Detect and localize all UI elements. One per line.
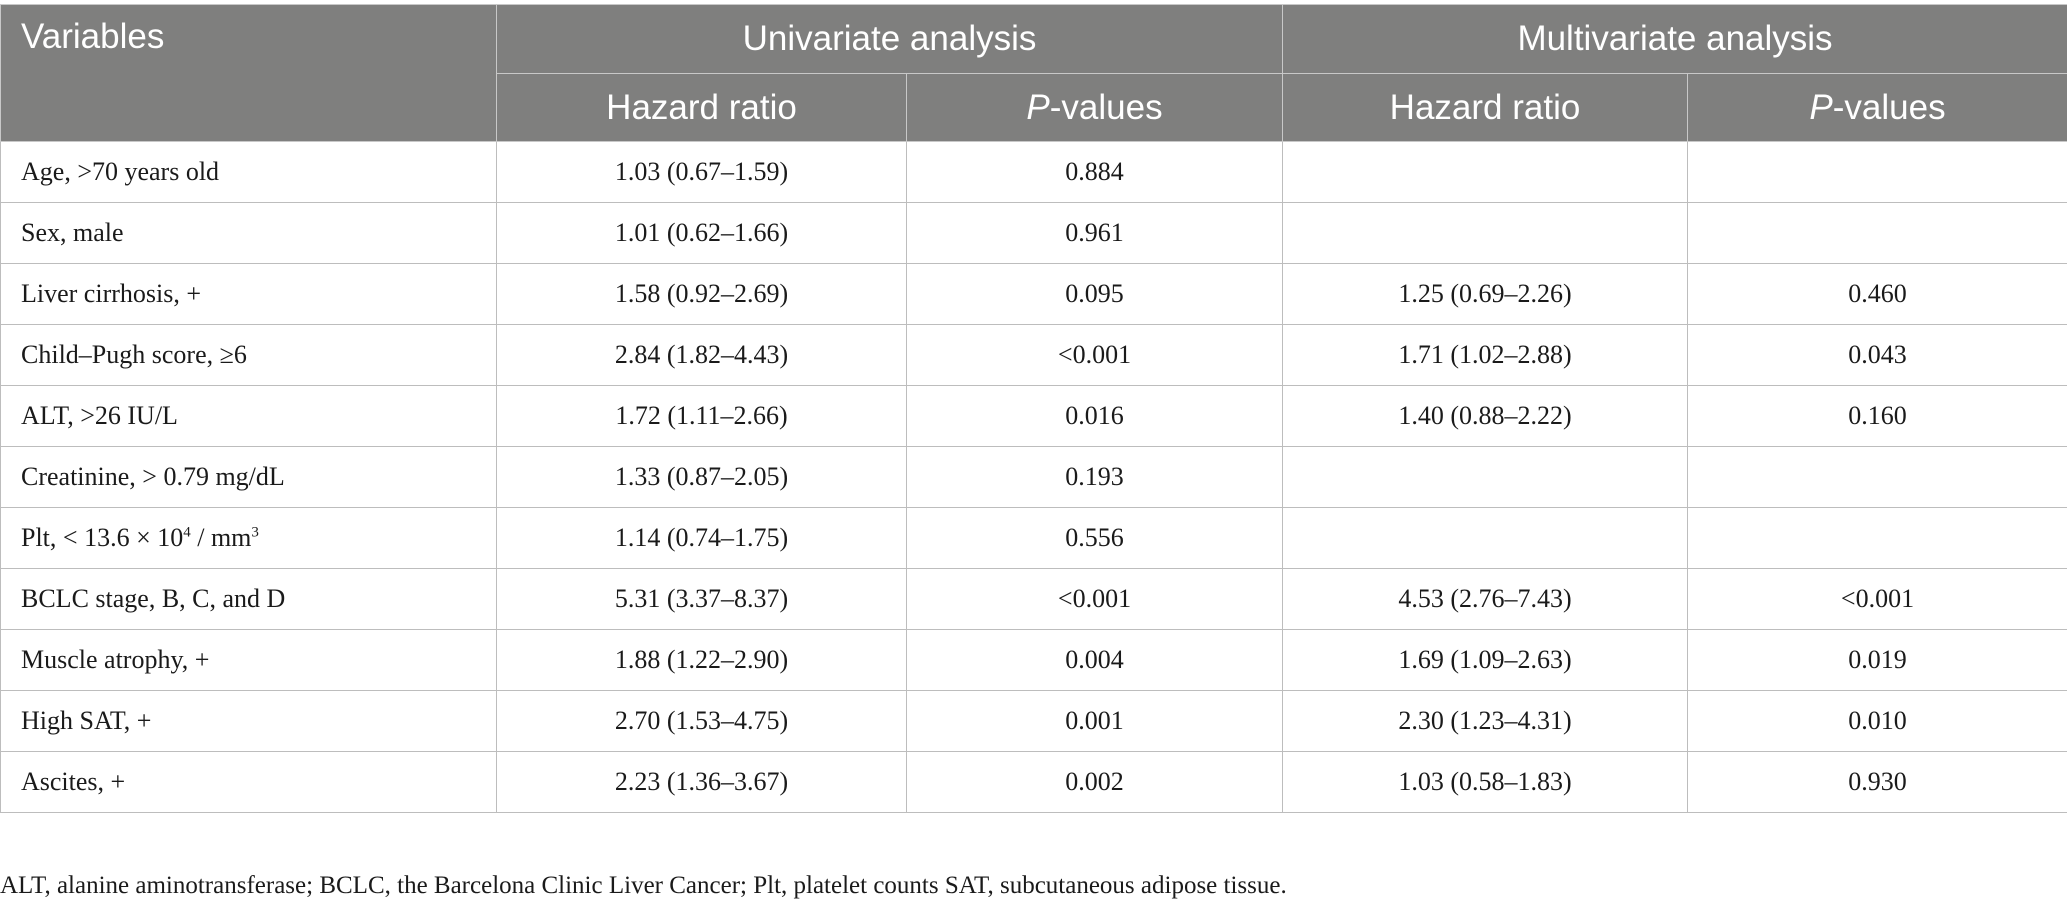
cell-multi-hr: 2.30 (1.23–4.31) — [1282, 690, 1688, 752]
cell-multi-hr: 1.40 (0.88–2.22) — [1282, 385, 1688, 447]
cell-uni-p: <0.001 — [906, 568, 1283, 630]
cell-uni-hr: 2.84 (1.82–4.43) — [496, 324, 907, 386]
cell-uni-p: 0.095 — [906, 263, 1283, 325]
cell-multi-hr: 1.71 (1.02–2.88) — [1282, 324, 1688, 386]
cell-variable: High SAT, + — [0, 690, 497, 752]
cell-multi-hr: 1.03 (0.58–1.83) — [1282, 751, 1688, 813]
cell-multi-hr — [1282, 507, 1688, 569]
table-row: Age, >70 years old 1.03 (0.67–1.59) 0.88… — [0, 141, 2067, 203]
cell-uni-p: <0.001 — [906, 324, 1283, 386]
cell-uni-hr: 2.70 (1.53–4.75) — [496, 690, 907, 752]
cell-multi-p — [1687, 202, 2067, 264]
table-row: ALT, >26 IU/L 1.72 (1.11–2.66) 0.016 1.4… — [0, 385, 2067, 447]
cell-multi-p: 0.160 — [1687, 385, 2067, 447]
cell-uni-hr: 2.23 (1.36–3.67) — [496, 751, 907, 813]
header-row-top: Variables Univariate analysis Multivaria… — [0, 4, 2067, 142]
header-multi-hazard-ratio: Hazard ratio — [1282, 73, 1688, 142]
cell-uni-hr: 1.72 (1.11–2.66) — [496, 385, 907, 447]
cell-variable: Sex, male — [0, 202, 497, 264]
cell-uni-p: 0.001 — [906, 690, 1283, 752]
cell-uni-hr: 1.14 (0.74–1.75) — [496, 507, 907, 569]
header-uni-p-values: P-values — [906, 73, 1283, 142]
table-row: BCLC stage, B, C, and D 5.31 (3.37–8.37)… — [0, 568, 2067, 630]
table-row: Plt, < 13.6 × 104 / mm3 1.14 (0.74–1.75)… — [0, 507, 2067, 569]
cell-variable: Ascites, + — [0, 751, 497, 813]
cell-multi-p — [1687, 141, 2067, 203]
cell-multi-p — [1687, 507, 2067, 569]
table-row: Muscle atrophy, + 1.88 (1.22–2.90) 0.004… — [0, 629, 2067, 691]
cell-uni-hr: 5.31 (3.37–8.37) — [496, 568, 907, 630]
cell-variable: Age, >70 years old — [0, 141, 497, 203]
cell-uni-p: 0.016 — [906, 385, 1283, 447]
cell-variable: Creatinine, > 0.79 mg/dL — [0, 446, 497, 508]
cell-multi-hr — [1282, 202, 1688, 264]
cell-multi-p: 0.019 — [1687, 629, 2067, 691]
cell-multi-p — [1687, 446, 2067, 508]
table-row: Liver cirrhosis, + 1.58 (0.92–2.69) 0.09… — [0, 263, 2067, 325]
header-uni-hazard-ratio: Hazard ratio — [496, 73, 907, 142]
header-row-sub: Hazard ratio P-values Hazard ratio P-val… — [1, 73, 2067, 142]
header-multivariate: Multivariate analysis — [1282, 4, 2067, 74]
cell-uni-hr: 1.33 (0.87–2.05) — [496, 446, 907, 508]
table-row: Ascites, + 2.23 (1.36–3.67) 0.002 1.03 (… — [0, 751, 2067, 813]
cell-uni-p: 0.193 — [906, 446, 1283, 508]
cell-uni-hr: 1.88 (1.22–2.90) — [496, 629, 907, 691]
cell-multi-hr: 1.69 (1.09–2.63) — [1282, 629, 1688, 691]
table-row: Child–Pugh score, ≥6 2.84 (1.82–4.43) <0… — [0, 324, 2067, 386]
cell-uni-p: 0.004 — [906, 629, 1283, 691]
table-row: Creatinine, > 0.79 mg/dL 1.33 (0.87–2.05… — [0, 446, 2067, 508]
hazard-ratio-table: Variables Univariate analysis Multivaria… — [0, 4, 2067, 813]
cell-multi-hr: 1.25 (0.69–2.26) — [1282, 263, 1688, 325]
cell-multi-p: 0.460 — [1687, 263, 2067, 325]
cell-uni-hr: 1.03 (0.67–1.59) — [496, 141, 907, 203]
cell-uni-hr: 1.01 (0.62–1.66) — [496, 202, 907, 264]
cell-uni-p: 0.002 — [906, 751, 1283, 813]
cell-multi-hr — [1282, 141, 1688, 203]
cell-multi-p: <0.001 — [1687, 568, 2067, 630]
table-row: High SAT, + 2.70 (1.53–4.75) 0.001 2.30 … — [0, 690, 2067, 752]
header-multi-p-values: P-values — [1687, 73, 2067, 142]
cell-variable: Muscle atrophy, + — [0, 629, 497, 691]
cell-uni-hr: 1.58 (0.92–2.69) — [496, 263, 907, 325]
cell-uni-p: 0.556 — [906, 507, 1283, 569]
results-table-container: Variables Univariate analysis Multivaria… — [0, 4, 2067, 813]
header-univariate: Univariate analysis — [496, 4, 1283, 74]
cell-uni-p: 0.961 — [906, 202, 1283, 264]
cell-variable: ALT, >26 IU/L — [0, 385, 497, 447]
cell-multi-hr: 4.53 (2.76–7.43) — [1282, 568, 1688, 630]
cell-variable: Liver cirrhosis, + — [0, 263, 497, 325]
cell-variable: Plt, < 13.6 × 104 / mm3 — [0, 507, 497, 569]
cell-multi-p: 0.010 — [1687, 690, 2067, 752]
cell-multi-p: 0.043 — [1687, 324, 2067, 386]
cell-uni-p: 0.884 — [906, 141, 1283, 203]
cell-multi-p: 0.930 — [1687, 751, 2067, 813]
table-row: Sex, male 1.01 (0.62–1.66) 0.961 — [0, 202, 2067, 264]
cell-multi-hr — [1282, 446, 1688, 508]
cell-variable: BCLC stage, B, C, and D — [0, 568, 497, 630]
cell-variable: Child–Pugh score, ≥6 — [0, 324, 497, 386]
table-footnote: ALT, alanine aminotransferase; BCLC, the… — [0, 872, 1287, 899]
header-variables: Variables — [0, 4, 497, 142]
